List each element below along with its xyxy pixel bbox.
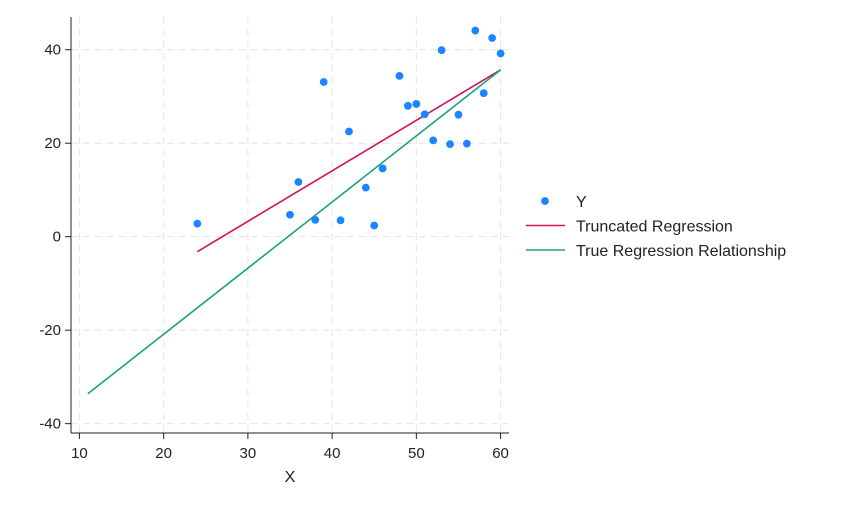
data-point — [294, 178, 303, 186]
data-point — [462, 139, 471, 148]
series-line — [196, 69, 501, 253]
data-point — [361, 183, 370, 192]
data-point — [437, 46, 446, 55]
data-point — [311, 215, 320, 224]
legend-label: True Regression Relationship — [576, 243, 786, 260]
data-point — [404, 101, 412, 110]
axes — [70, 17, 509, 434]
data-point — [286, 210, 294, 219]
x-axis-title: X — [285, 469, 296, 486]
data-point — [496, 49, 505, 58]
data-point — [429, 136, 438, 145]
y-tick-label: 0 — [53, 229, 61, 246]
data-point — [370, 221, 379, 230]
x-tick-label: 60 — [492, 445, 509, 462]
data-point — [488, 34, 497, 42]
legend: Y Truncated Regression True Regression Rel… — [526, 194, 786, 260]
y-tick-label: -20 — [39, 322, 61, 339]
y-tick-label: 40 — [44, 42, 61, 59]
y-tick-label: -40 — [39, 416, 61, 433]
data-point — [420, 110, 429, 119]
data-point — [345, 127, 353, 136]
grid — [71, 17, 509, 433]
y-tick-label: 20 — [44, 135, 61, 152]
plot-series — [87, 26, 505, 395]
y-ticks: -40 -20 0 20 40 — [39, 42, 71, 433]
x-tick-label: 10 — [71, 445, 88, 462]
data-point — [479, 89, 488, 98]
data-point — [319, 78, 328, 86]
legend-label: Truncated Regression — [576, 219, 733, 236]
data-point — [336, 216, 345, 225]
data-point — [446, 140, 454, 149]
x-tick-label: 30 — [240, 445, 257, 462]
legend-label: Y — [576, 194, 587, 211]
x-ticks: 10 20 30 40 50 60 — [71, 433, 509, 462]
x-tick-label: 40 — [324, 445, 341, 462]
data-point — [412, 100, 421, 108]
data-point — [471, 26, 480, 35]
data-point — [193, 219, 202, 228]
data-point — [378, 164, 387, 173]
data-point — [395, 71, 404, 80]
series-line — [87, 69, 502, 395]
x-tick-label: 50 — [408, 445, 425, 462]
data-point — [454, 110, 463, 119]
x-tick-label: 20 — [155, 445, 172, 462]
legend-marker — [541, 197, 549, 205]
